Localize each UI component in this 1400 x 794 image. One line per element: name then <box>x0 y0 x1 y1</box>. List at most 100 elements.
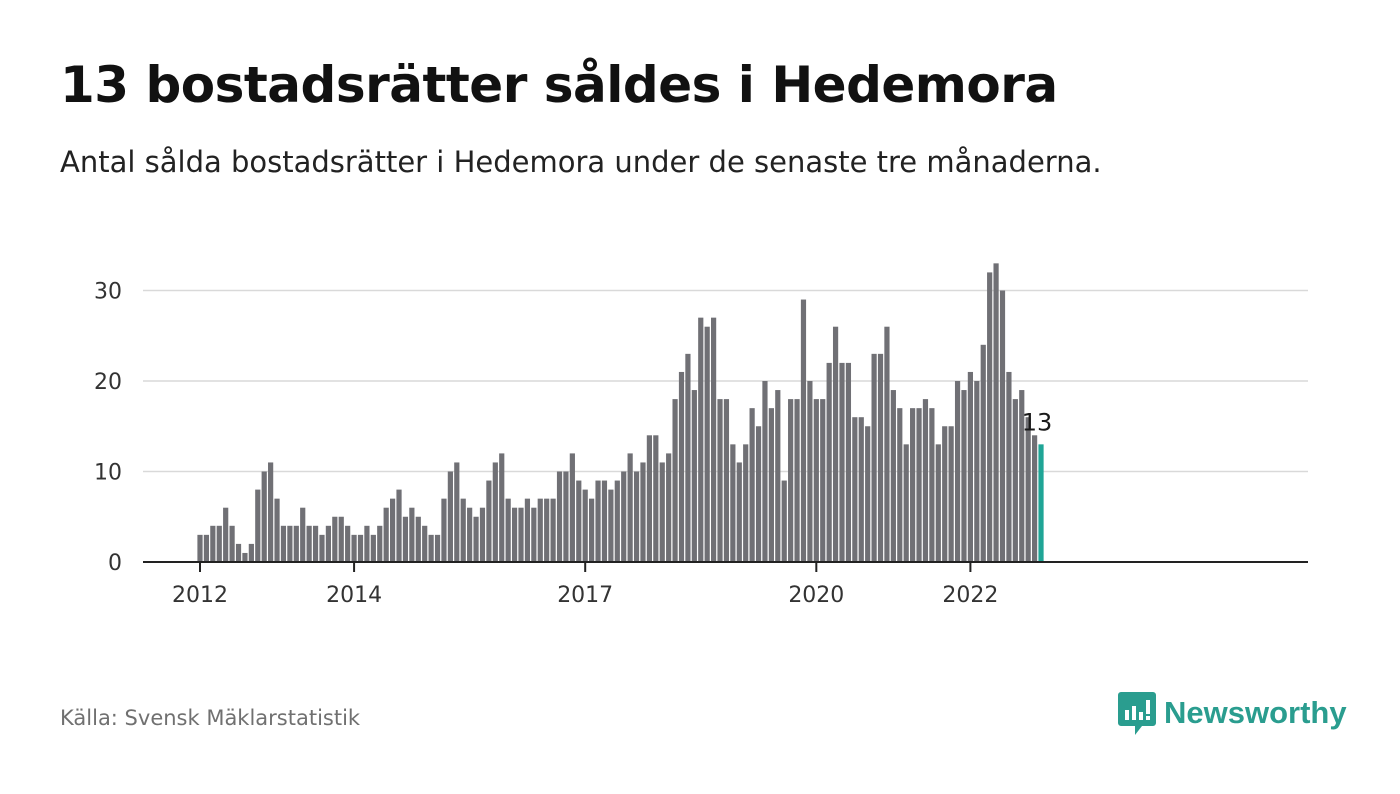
bar <box>479 507 486 562</box>
bar <box>1032 435 1038 562</box>
bar <box>768 408 774 562</box>
bar <box>518 507 524 562</box>
bar <box>402 516 409 562</box>
bar <box>306 525 312 562</box>
newsworthy-logo-icon <box>1118 692 1156 735</box>
bar <box>884 326 890 562</box>
bar <box>563 471 569 562</box>
bar <box>1006 371 1012 562</box>
bar <box>569 453 575 562</box>
bar <box>646 435 652 562</box>
bar <box>377 525 383 562</box>
bar <box>723 399 730 562</box>
x-tick-label: 2017 <box>557 583 613 608</box>
bar <box>454 462 460 562</box>
bar <box>762 381 768 562</box>
bar <box>967 371 973 562</box>
bar <box>486 480 492 562</box>
bar <box>357 534 364 562</box>
bar <box>332 516 338 562</box>
bar <box>852 417 858 562</box>
bar <box>730 444 736 562</box>
bar <box>672 399 678 562</box>
bar <box>274 498 280 562</box>
y-tick-label: 0 <box>108 551 122 576</box>
bar <box>942 426 948 562</box>
bar <box>820 399 826 562</box>
bar <box>312 525 319 562</box>
bar <box>890 390 896 562</box>
bar <box>524 498 531 562</box>
y-tick-label: 20 <box>94 370 122 395</box>
bar <box>601 480 608 562</box>
bar <box>781 480 787 562</box>
bar <box>999 290 1006 562</box>
bar <box>929 408 935 562</box>
bar <box>858 417 864 562</box>
bar <box>319 534 325 562</box>
bar <box>749 408 755 562</box>
bar <box>537 498 543 562</box>
bar <box>338 516 344 562</box>
bar <box>364 525 370 562</box>
bar <box>345 525 351 562</box>
bar <box>948 426 954 562</box>
bar <box>550 498 556 562</box>
bar <box>743 444 749 562</box>
bar <box>961 390 967 562</box>
bar <box>505 498 511 562</box>
bar <box>203 534 210 562</box>
bar <box>1012 399 1018 562</box>
bar <box>813 399 819 562</box>
y-tick-label: 30 <box>94 280 122 305</box>
bar <box>877 353 884 562</box>
bar <box>370 534 376 562</box>
bar <box>556 471 563 562</box>
bar <box>235 543 242 562</box>
bar <box>698 317 704 562</box>
bar <box>492 462 498 562</box>
bar <box>351 534 357 562</box>
bar <box>595 480 601 562</box>
bar <box>685 353 691 562</box>
bar <box>531 507 537 562</box>
bar <box>633 471 640 562</box>
bar <box>640 462 646 562</box>
chart-title: 13 bostadsrätter såldes i Hedemora <box>60 56 1058 114</box>
bar <box>434 534 441 562</box>
bar <box>248 543 254 562</box>
bar <box>807 381 813 562</box>
bar-highlight <box>1038 444 1044 562</box>
bar <box>800 299 807 562</box>
bar <box>755 426 762 562</box>
bar <box>441 498 447 562</box>
bar <box>447 471 453 562</box>
bar <box>197 534 203 562</box>
bar <box>582 489 588 562</box>
bar <box>832 326 839 562</box>
x-tick-label: 2012 <box>172 583 228 608</box>
bar <box>839 362 845 562</box>
bar <box>826 362 832 562</box>
bar <box>614 480 620 562</box>
brand-logo[interactable]: Newsworthy <box>1118 690 1347 736</box>
bar <box>499 453 505 562</box>
bar <box>415 516 421 562</box>
bar <box>261 471 267 562</box>
highlight-value-label: 13 <box>1022 408 1053 436</box>
bar <box>473 516 479 562</box>
bar <box>383 507 389 562</box>
bar <box>460 498 466 562</box>
bar <box>954 381 961 562</box>
bar <box>511 507 518 562</box>
bar <box>544 498 550 562</box>
source-note: Källa: Svensk Mäklarstatistik <box>60 706 361 730</box>
bar <box>974 381 980 562</box>
bar <box>704 326 710 562</box>
bar <box>293 525 299 562</box>
bar <box>390 498 396 562</box>
bar <box>242 552 248 562</box>
bar <box>871 353 877 562</box>
bar <box>576 480 582 562</box>
bar <box>229 525 235 562</box>
